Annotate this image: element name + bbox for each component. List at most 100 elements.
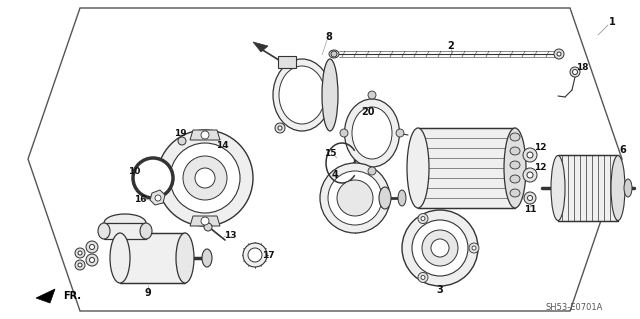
Circle shape bbox=[278, 126, 282, 130]
Text: 13: 13 bbox=[224, 231, 236, 240]
Circle shape bbox=[78, 251, 82, 255]
Text: 10: 10 bbox=[128, 167, 140, 176]
Text: 18: 18 bbox=[576, 63, 588, 72]
Ellipse shape bbox=[329, 50, 339, 58]
Circle shape bbox=[340, 129, 348, 137]
Text: 8: 8 bbox=[326, 32, 332, 42]
Circle shape bbox=[402, 210, 478, 286]
Ellipse shape bbox=[624, 179, 632, 197]
Polygon shape bbox=[418, 128, 515, 208]
Text: 3: 3 bbox=[436, 285, 444, 295]
Circle shape bbox=[201, 131, 209, 139]
Text: 16: 16 bbox=[134, 196, 147, 204]
Ellipse shape bbox=[510, 147, 520, 155]
Ellipse shape bbox=[510, 189, 520, 197]
Polygon shape bbox=[190, 130, 220, 140]
Text: 19: 19 bbox=[173, 129, 186, 137]
Circle shape bbox=[557, 52, 561, 56]
Circle shape bbox=[523, 168, 537, 182]
Ellipse shape bbox=[176, 233, 194, 283]
Ellipse shape bbox=[279, 66, 325, 124]
Circle shape bbox=[157, 130, 253, 226]
Ellipse shape bbox=[510, 161, 520, 169]
Ellipse shape bbox=[407, 128, 429, 208]
Circle shape bbox=[320, 163, 390, 233]
Circle shape bbox=[421, 275, 425, 279]
Text: FR.: FR. bbox=[63, 291, 81, 301]
Circle shape bbox=[412, 220, 468, 276]
Text: SH53-E0701A: SH53-E0701A bbox=[545, 303, 603, 313]
Ellipse shape bbox=[510, 175, 520, 183]
Ellipse shape bbox=[611, 155, 625, 220]
Circle shape bbox=[90, 257, 95, 263]
Bar bbox=[278, 56, 296, 68]
Ellipse shape bbox=[398, 190, 406, 206]
Circle shape bbox=[243, 243, 267, 267]
Circle shape bbox=[201, 217, 209, 225]
Ellipse shape bbox=[273, 59, 331, 131]
Text: 17: 17 bbox=[262, 250, 275, 259]
Ellipse shape bbox=[510, 133, 520, 141]
Circle shape bbox=[86, 241, 98, 253]
Circle shape bbox=[469, 243, 479, 253]
Ellipse shape bbox=[104, 214, 146, 232]
Ellipse shape bbox=[504, 128, 526, 208]
Circle shape bbox=[573, 70, 577, 75]
Circle shape bbox=[554, 49, 564, 59]
Ellipse shape bbox=[352, 107, 392, 159]
Circle shape bbox=[133, 158, 173, 198]
Text: 12: 12 bbox=[534, 144, 547, 152]
Polygon shape bbox=[253, 42, 268, 52]
Circle shape bbox=[472, 246, 476, 250]
Circle shape bbox=[248, 248, 262, 262]
Circle shape bbox=[418, 213, 428, 224]
Polygon shape bbox=[190, 216, 220, 226]
Text: 14: 14 bbox=[216, 140, 228, 150]
Ellipse shape bbox=[322, 59, 338, 131]
Circle shape bbox=[337, 180, 373, 216]
Text: 1: 1 bbox=[609, 17, 616, 27]
Polygon shape bbox=[558, 155, 618, 221]
Text: 12: 12 bbox=[534, 164, 547, 173]
Circle shape bbox=[90, 244, 95, 249]
Text: 4: 4 bbox=[332, 170, 339, 180]
Circle shape bbox=[570, 67, 580, 77]
Ellipse shape bbox=[551, 155, 565, 220]
Circle shape bbox=[195, 168, 215, 188]
Circle shape bbox=[418, 272, 428, 282]
Ellipse shape bbox=[110, 233, 130, 283]
Circle shape bbox=[527, 152, 533, 158]
Circle shape bbox=[368, 91, 376, 99]
Ellipse shape bbox=[344, 99, 399, 167]
Ellipse shape bbox=[140, 223, 152, 239]
Polygon shape bbox=[150, 190, 165, 205]
Circle shape bbox=[524, 192, 536, 204]
Circle shape bbox=[204, 223, 212, 231]
Circle shape bbox=[170, 143, 240, 213]
Circle shape bbox=[396, 129, 404, 137]
Circle shape bbox=[78, 263, 82, 267]
Circle shape bbox=[527, 172, 533, 178]
Circle shape bbox=[86, 254, 98, 266]
Text: 6: 6 bbox=[620, 145, 627, 155]
Circle shape bbox=[275, 123, 285, 133]
Circle shape bbox=[421, 217, 425, 220]
Text: 20: 20 bbox=[361, 107, 375, 117]
Circle shape bbox=[527, 196, 532, 201]
Ellipse shape bbox=[379, 187, 391, 209]
Circle shape bbox=[523, 148, 537, 162]
Circle shape bbox=[155, 195, 161, 201]
Circle shape bbox=[431, 239, 449, 257]
Circle shape bbox=[183, 156, 227, 200]
Polygon shape bbox=[36, 289, 55, 303]
Bar bbox=[104, 223, 146, 239]
Circle shape bbox=[422, 230, 458, 266]
Circle shape bbox=[178, 137, 186, 145]
Text: 2: 2 bbox=[447, 41, 454, 51]
Circle shape bbox=[339, 172, 349, 182]
Circle shape bbox=[75, 260, 85, 270]
Circle shape bbox=[368, 167, 376, 175]
Ellipse shape bbox=[98, 223, 110, 239]
Text: 15: 15 bbox=[324, 149, 336, 158]
Polygon shape bbox=[28, 8, 622, 311]
